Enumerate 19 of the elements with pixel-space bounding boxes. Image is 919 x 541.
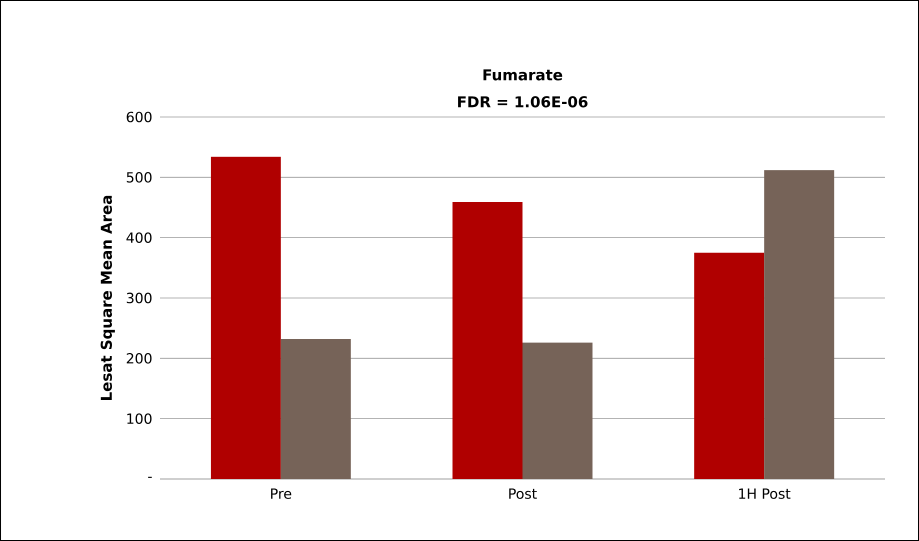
- bar: [210, 156, 281, 479]
- y-tick-label: 100: [127, 413, 152, 424]
- x-tick-label: 1H Post: [739, 488, 790, 499]
- chart-title: Fumarate: [483, 69, 562, 80]
- y-tick-label: 600: [126, 112, 152, 122]
- y-axis-title: Lesat Square Mean Area: [100, 196, 115, 400]
- bar: [280, 339, 351, 479]
- bar: [694, 252, 764, 479]
- chart-subtitle: FDR = 1.06E-06: [458, 96, 588, 108]
- x-tick-label: Pre: [271, 488, 292, 499]
- y-tick-label: 500: [126, 172, 152, 183]
- x-tick-label: Post: [509, 488, 537, 499]
- y-tick-label: 300: [126, 292, 152, 304]
- bar: [522, 342, 592, 479]
- bar: [764, 170, 834, 479]
- y-tick-label: 200: [126, 353, 152, 364]
- bar: [452, 202, 522, 479]
- y-tick-label: -: [148, 476, 152, 478]
- y-tick-label: 400: [126, 232, 152, 243]
